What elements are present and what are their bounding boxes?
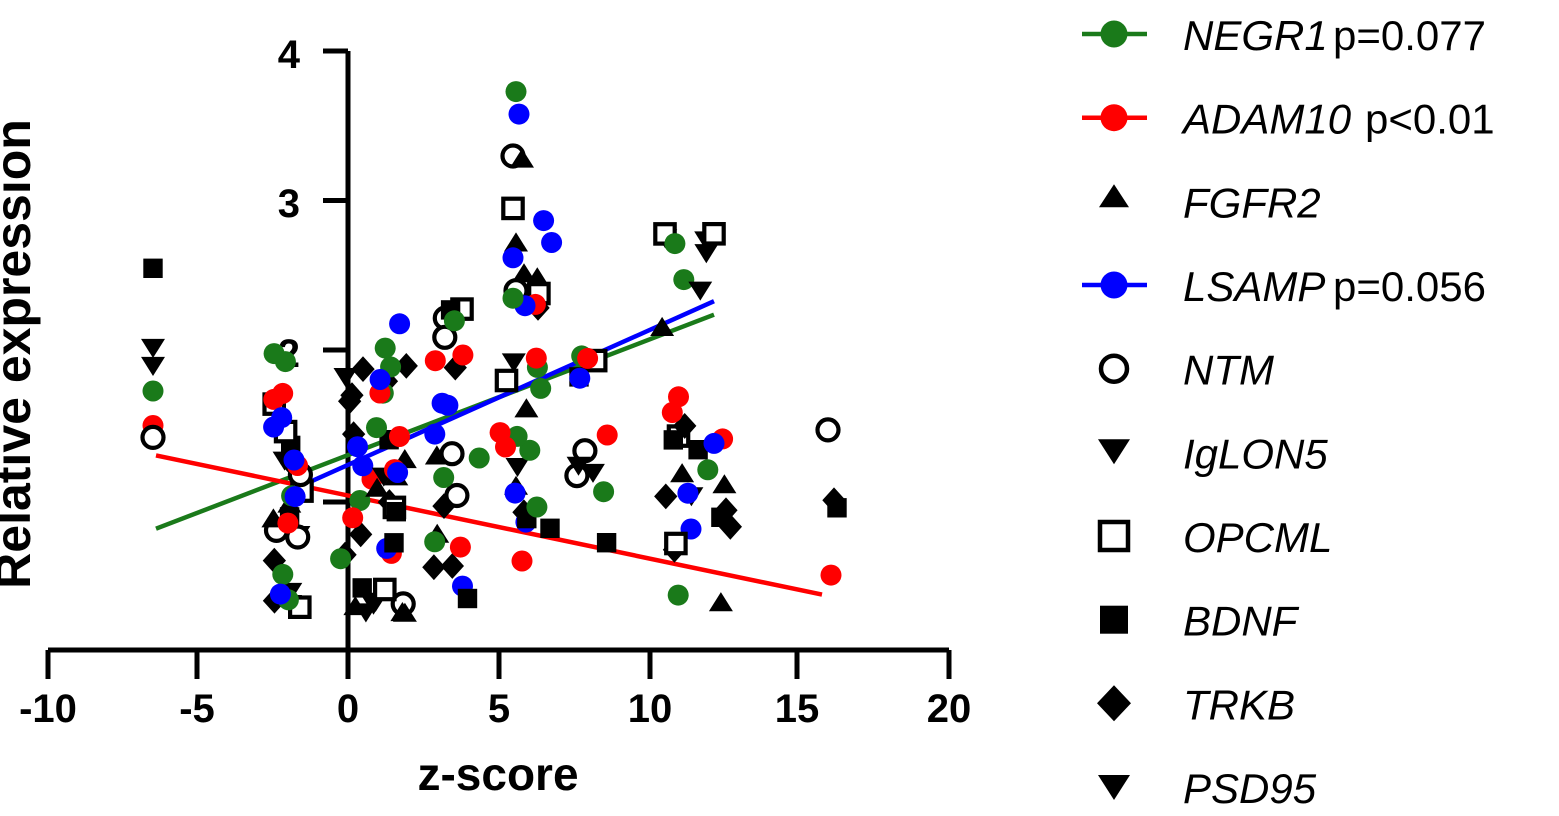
svg-text:5: 5 — [488, 687, 510, 731]
svg-text:NTM: NTM — [1183, 347, 1274, 394]
svg-text:OPCML: OPCML — [1183, 514, 1332, 561]
svg-text:10: 10 — [628, 687, 673, 731]
svg-text:0: 0 — [337, 687, 359, 731]
svg-text:z-score: z-score — [417, 748, 578, 800]
svg-text:IgLON5: IgLON5 — [1183, 430, 1328, 477]
svg-text:LSAMP: LSAMP — [1183, 263, 1325, 310]
svg-text:3: 3 — [278, 182, 300, 226]
svg-text:-5: -5 — [179, 687, 215, 731]
svg-text:Relative expression: Relative expression — [0, 119, 41, 589]
svg-text:ADAM10: ADAM10 — [1180, 96, 1352, 143]
svg-text:BDNF: BDNF — [1183, 598, 1300, 645]
svg-text:20: 20 — [927, 687, 972, 731]
svg-text:FGFR2: FGFR2 — [1183, 179, 1321, 226]
svg-text:-10: -10 — [19, 687, 77, 731]
svg-text:NEGR1: NEGR1 — [1183, 12, 1328, 59]
svg-text:TRKB: TRKB — [1183, 681, 1295, 728]
svg-text:p=0.077: p=0.077 — [1333, 12, 1486, 59]
svg-text:PSD95: PSD95 — [1183, 765, 1317, 812]
svg-text:4: 4 — [278, 33, 301, 77]
svg-text:15: 15 — [775, 687, 820, 731]
svg-text:p=0.056: p=0.056 — [1333, 263, 1486, 310]
svg-text:p<0.01: p<0.01 — [1365, 96, 1495, 143]
